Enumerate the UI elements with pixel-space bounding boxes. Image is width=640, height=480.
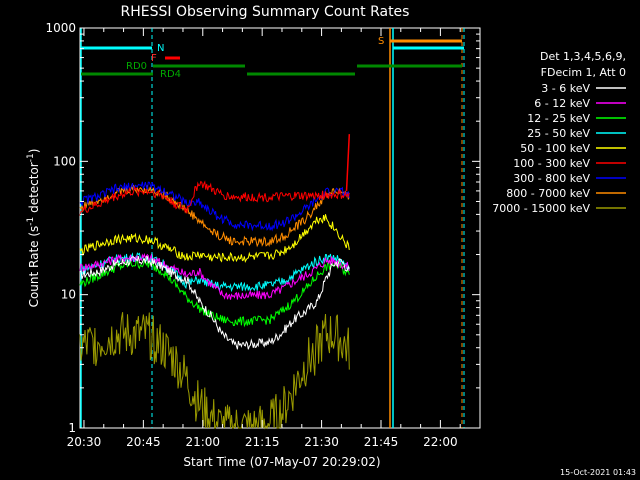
y-tick-label: 10	[61, 288, 76, 302]
legend-label: 800 - 7000 keV	[506, 187, 590, 200]
y-tick-label: 100	[53, 154, 76, 168]
series-line	[79, 181, 350, 232]
series-line	[79, 312, 350, 430]
legend-label: 25 - 50 keV	[527, 127, 590, 140]
x-tick-label: 21:45	[364, 435, 399, 449]
x-tick-label: 20:30	[67, 435, 102, 449]
series-group	[79, 134, 351, 430]
legend-label: 6 - 12 keV	[534, 97, 590, 110]
legend-label: 3 - 6 keV	[541, 82, 590, 95]
legend-label: 100 - 300 keV	[513, 157, 590, 170]
x-tick-label: 22:00	[423, 435, 458, 449]
y-ticks: 1 10 100 1000	[45, 21, 480, 435]
y-tick-label: 1000	[45, 21, 76, 35]
legend-header-line1: Det 1,3,4,5,6,9,	[540, 50, 626, 63]
x-axis-label: Start Time (07-May-07 20:29:02)	[183, 455, 380, 469]
y-tick-label: 1	[68, 421, 76, 435]
legend-header-line2: FDecim 1, Att 0	[541, 66, 626, 79]
series-line	[79, 214, 350, 264]
series-spike	[345, 134, 351, 191]
x-tick-label: 21:30	[304, 435, 339, 449]
legend-label: 7000 - 15000 keV	[492, 202, 590, 215]
timestamp: 15-Oct-2021 01:43	[560, 468, 636, 477]
x-ticks: 20:30 20:45 21:00 21:15 21:30 21:45 22:00	[67, 28, 461, 449]
annotation-f: F	[151, 53, 157, 64]
series-line	[79, 255, 350, 350]
legend-label: 300 - 800 keV	[513, 172, 590, 185]
x-tick-label: 20:45	[126, 435, 161, 449]
annotation-rd0: RD0	[126, 61, 147, 72]
legend-label: 50 - 100 keV	[520, 142, 590, 155]
y-axis-label: Count Rate (s-1 detector-1)	[26, 149, 41, 308]
annotation-rd4: RD4	[160, 69, 181, 80]
annotation-group: NF S RD0 RD4	[81, 36, 464, 80]
annotation-n: N	[157, 43, 164, 54]
x-tick-label: 21:00	[185, 435, 220, 449]
series-line	[79, 180, 350, 216]
legend-label: 12 - 25 keV	[527, 112, 590, 125]
x-tick-label: 21:15	[245, 435, 280, 449]
legend: Det 1,3,4,5,6,9, FDecim 1, Att 0 3 - 6 k…	[492, 50, 626, 215]
chart-title: RHESSI Observing Summary Count Rates	[121, 4, 410, 20]
annotation-s: S	[378, 36, 384, 47]
series-line	[79, 252, 350, 300]
plot-frame	[79, 27, 481, 429]
background-lines	[80, 28, 465, 428]
